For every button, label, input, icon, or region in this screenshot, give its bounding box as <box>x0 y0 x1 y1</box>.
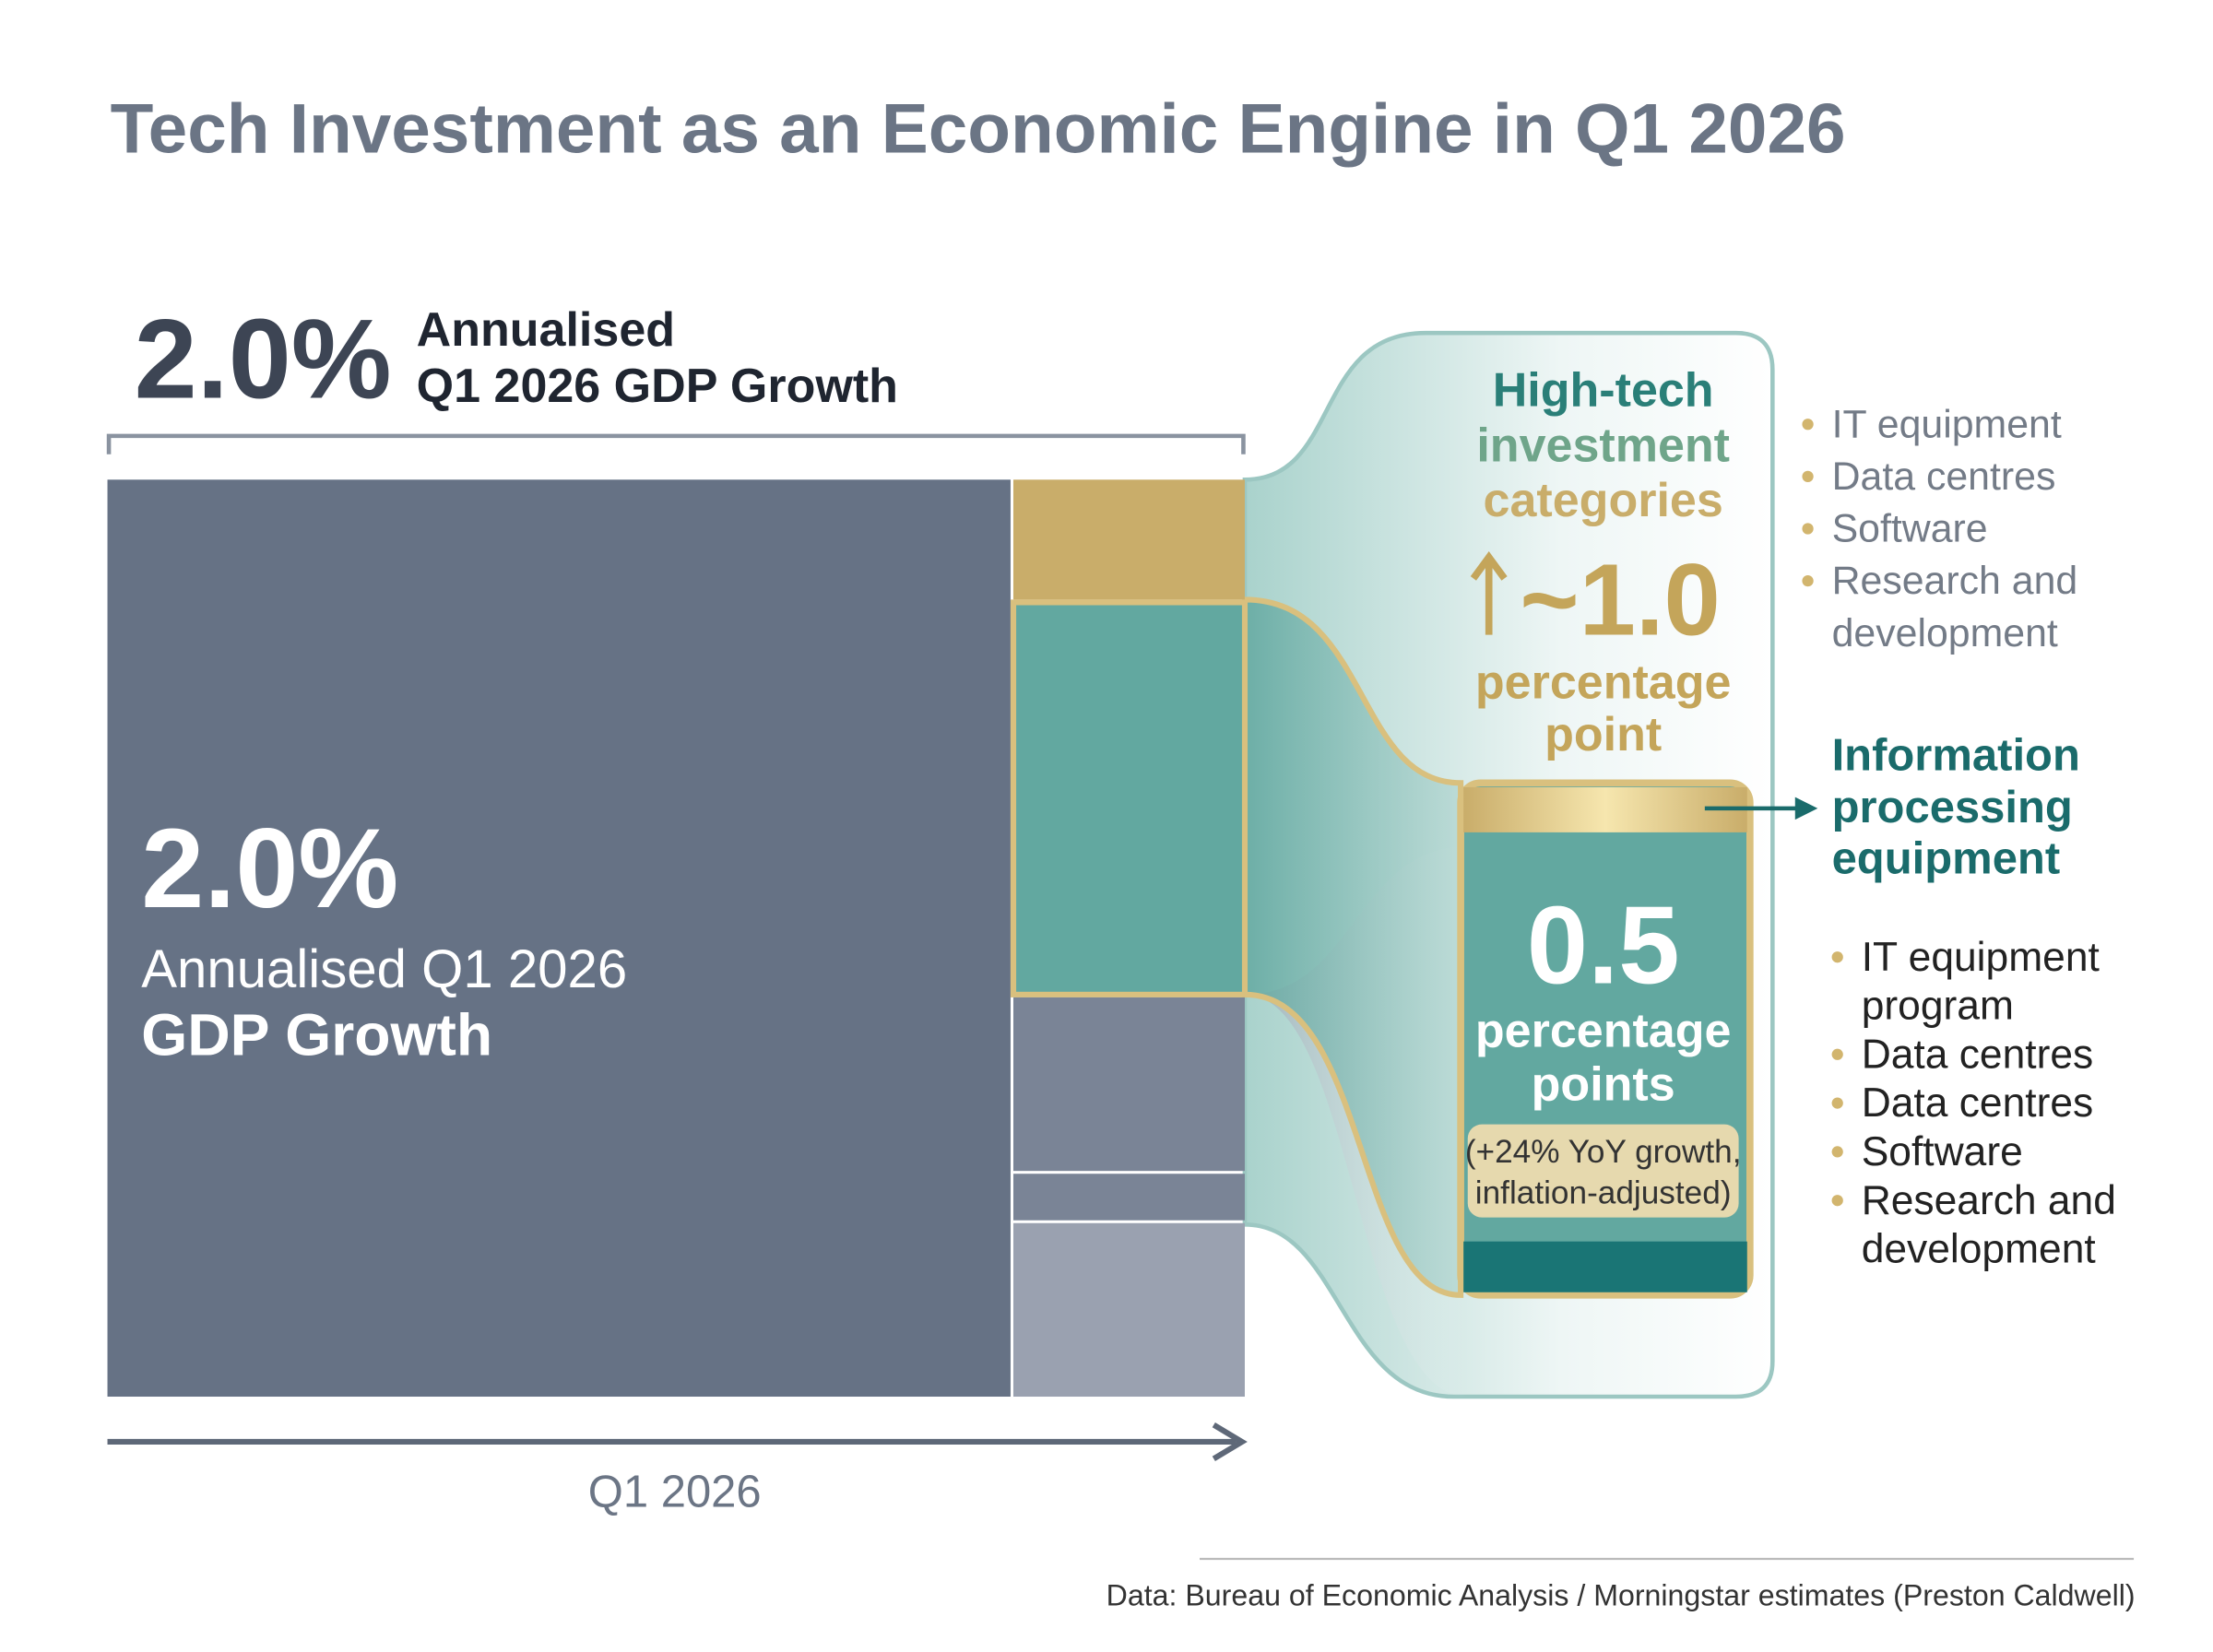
list-item: Data centres <box>1832 454 2056 499</box>
bullet <box>1802 575 1814 587</box>
list-item: Data centres <box>1862 1032 2094 1077</box>
bracket <box>106 433 1246 454</box>
tech-block <box>1012 479 1245 600</box>
header-label: Q1 2026 GDP Growth <box>417 360 898 413</box>
list-item: Software <box>1862 1129 2023 1174</box>
bullet <box>1831 1146 1843 1158</box>
main-label: Annualised Q1 2026 <box>141 939 627 999</box>
subgroup-unit: points <box>1532 1058 1675 1112</box>
bullet <box>1831 951 1843 963</box>
x-axis-label: Q1 2026 <box>588 1467 762 1516</box>
list-item: development <box>1832 611 2058 655</box>
list-item: program <box>1862 984 2014 1029</box>
subgroup-title: processing <box>1832 783 2073 832</box>
other-block <box>1012 1174 1245 1221</box>
list-item: IT equipment <box>1862 935 2100 980</box>
header-value: 2.0% <box>135 296 392 422</box>
main-label-bold: GDP Growth <box>141 1002 492 1068</box>
header-label: Annualised <box>417 303 675 357</box>
list-item: Data centres <box>1862 1080 2094 1126</box>
note: (+24% YoY growth, <box>1465 1134 1742 1170</box>
main-value: 2.0% <box>141 805 398 931</box>
source: Data: Bureau of Economic Analysis / Morn… <box>1106 1578 2136 1611</box>
subgroup-value: 0.5 <box>1527 885 1680 1008</box>
subgroup-title: equipment <box>1832 833 2061 883</box>
callout-title: investment <box>1476 419 1730 472</box>
list-item: IT equipment <box>1832 402 2062 446</box>
list-item: Research and <box>1832 559 2078 603</box>
bullet <box>1831 1097 1843 1109</box>
list-item: development <box>1862 1227 2096 1272</box>
title: Tech Investment as an Economic Engine in… <box>111 89 1846 168</box>
info-block <box>1010 599 1249 997</box>
other-block <box>1012 997 1245 1172</box>
callout-title: categories <box>1484 474 1723 527</box>
callout-unit: percentage <box>1475 656 1732 710</box>
gdp-block <box>107 479 1011 1398</box>
list-item: Software <box>1832 507 1988 551</box>
subgroup-title: Information <box>1832 731 2080 781</box>
list-item: Research and <box>1862 1178 2116 1223</box>
bullet <box>1831 1195 1843 1207</box>
axis-arrow-head <box>1212 1422 1248 1461</box>
callout-title: High-tech <box>1493 364 1714 418</box>
other-block <box>1012 1222 1245 1398</box>
note: inflation-adjusted) <box>1475 1174 1732 1210</box>
bullet <box>1802 523 1814 535</box>
pointer-head <box>1794 796 1818 820</box>
up-arrow <box>1470 551 1508 635</box>
callout-unit: point <box>1544 708 1662 761</box>
bullet <box>1831 1048 1843 1060</box>
gold-band <box>1463 786 1747 832</box>
note-box <box>1467 1124 1739 1218</box>
teal-funnel <box>1241 596 1464 1298</box>
bullet <box>1802 419 1814 431</box>
callout-value: ~1.0 <box>1520 544 1721 657</box>
category-list: IT equipment Data centres Software Research… <box>1802 402 2077 655</box>
bullet <box>1802 470 1814 483</box>
subgroup-unit: percentage <box>1475 1004 1732 1057</box>
teal-band <box>1463 1241 1747 1292</box>
